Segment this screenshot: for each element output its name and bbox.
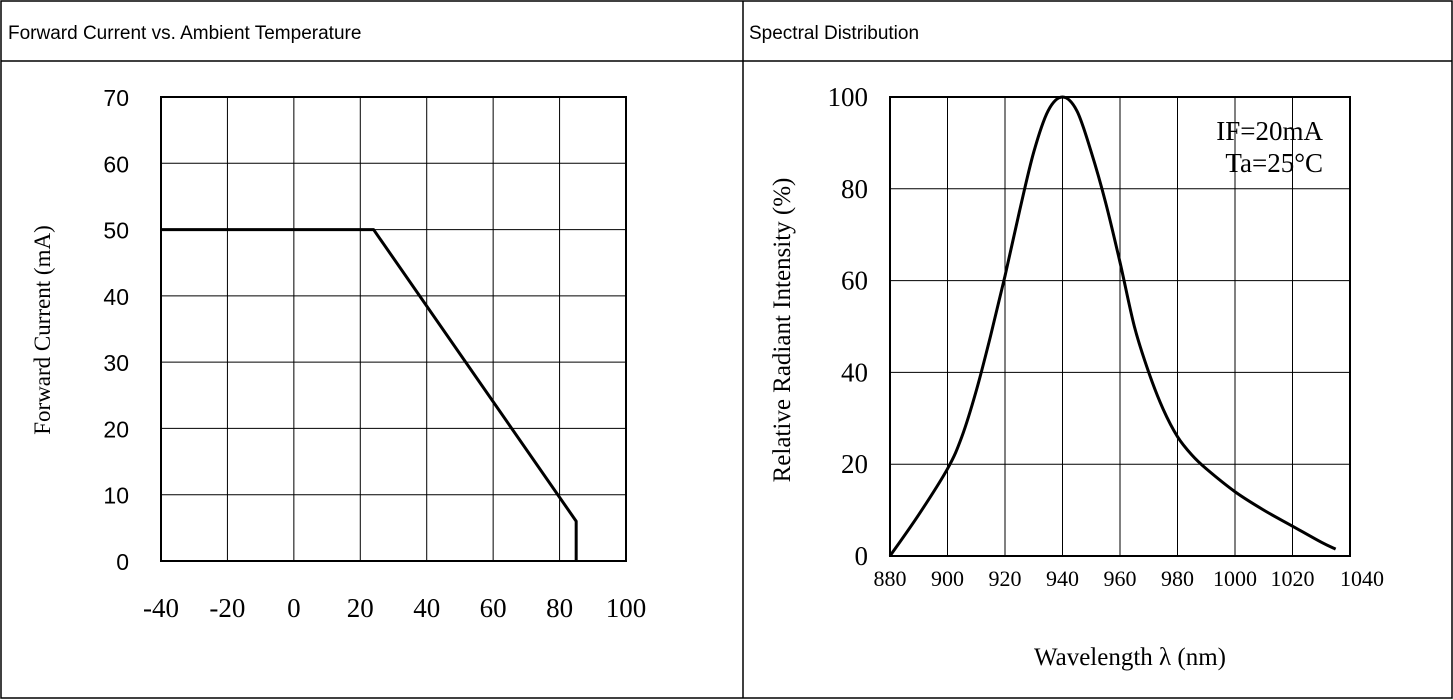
y-tick-label: 50 [103,218,129,244]
y-tick-label: 60 [841,266,868,296]
y-tick-label: 0 [855,541,869,571]
right-y-axis-label: Relative Radiant Intensity (%) [769,178,796,483]
x-tick-label: 100 [606,593,647,623]
left-plot-frame [160,96,627,562]
left-panel-title: Forward Current vs. Ambient Temperature [8,23,361,44]
right-grid [890,97,1350,556]
x-tick-label: 1040 [1340,566,1384,591]
condition-current-annotation: IF=20mA [1216,116,1323,146]
right-panel-title: Spectral Distribution [749,23,919,44]
x-tick-label: 60 [480,593,507,623]
left-y-axis-label: Forward Current (mA) [30,225,55,435]
right-x-axis-label: Wavelength λ (nm) [1034,644,1226,671]
x-tick-label: 900 [931,566,964,591]
y-tick-label: 40 [103,284,129,310]
x-tick-label: 960 [1104,566,1137,591]
y-tick-label: 30 [103,350,129,376]
spectral-distribution-chart: 880 900 920 940 960 980 1000 1020 1040 0 20 40 60 80… [769,82,1384,671]
y-tick-label: 10 [103,483,129,509]
y-tick-label: 60 [103,151,129,177]
y-tick-label: 70 [103,85,129,111]
forward-current-chart: -40 -20 0 20 40 60 80 100 0 10 20 30 40 50 60 70 Forwa… [30,85,646,623]
condition-temperature-annotation: Ta=25°C [1225,148,1323,178]
y-tick-label: 20 [103,416,129,442]
y-tick-label: 0 [116,549,129,575]
left-y-ticks: 0 10 20 30 40 50 60 70 [103,85,129,575]
derating-curve [161,228,578,561]
x-tick-label: 0 [287,593,301,623]
x-tick-label: 880 [874,566,907,591]
y-tick-label: 80 [841,174,868,204]
x-tick-label: 1000 [1213,566,1257,591]
x-tick-label: -20 [209,593,245,623]
y-tick-label: 40 [841,357,868,387]
x-tick-label: 20 [347,593,374,623]
right-x-ticks: 880 900 920 940 960 980 1000 1020 1040 [874,566,1385,591]
x-tick-label: 1020 [1271,566,1315,591]
spectral-curve [888,95,1337,557]
x-tick-label: 80 [546,593,573,623]
x-tick-label: -40 [143,593,179,623]
y-tick-label: 100 [828,82,869,112]
left-x-ticks: -40 -20 0 20 40 60 80 100 [143,593,646,623]
y-tick-label: 20 [841,449,868,479]
right-plot-frame [889,96,1351,557]
right-y-ticks: 0 20 40 60 80 100 [828,82,869,571]
x-tick-label: 40 [413,593,440,623]
x-tick-label: 940 [1046,566,1079,591]
x-tick-label: 980 [1161,566,1194,591]
x-tick-label: 920 [989,566,1022,591]
